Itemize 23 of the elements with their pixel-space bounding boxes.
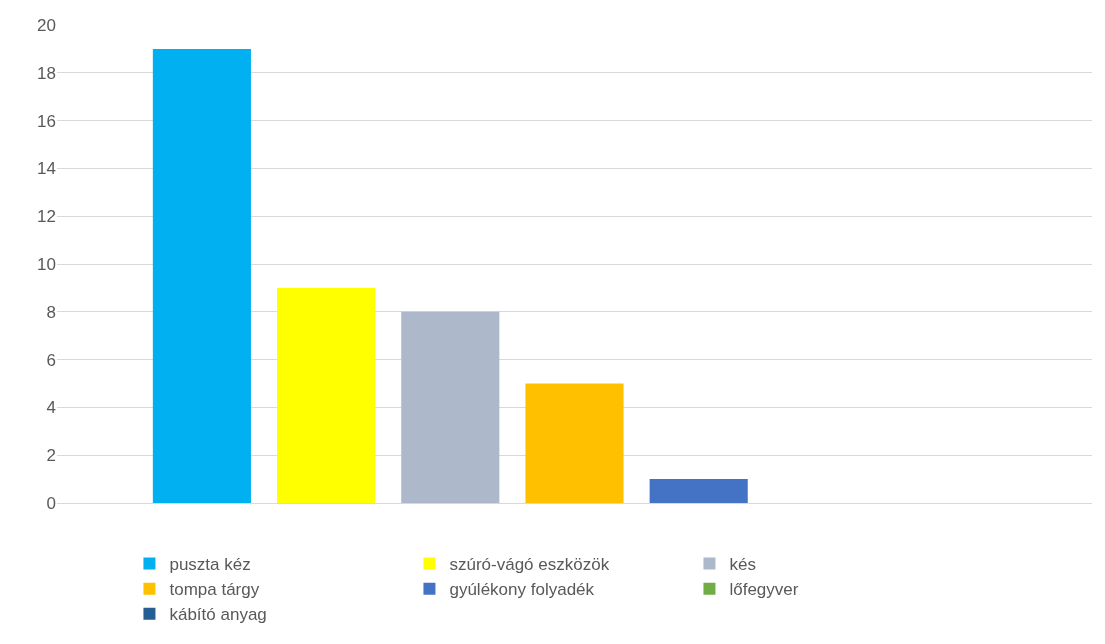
y-tick-label: 10 xyxy=(37,254,56,274)
bar xyxy=(152,48,251,503)
y-tick-label: 6 xyxy=(46,350,56,370)
y-tick-label: 18 xyxy=(37,63,56,83)
bar xyxy=(649,479,748,503)
y-tick-label: 16 xyxy=(37,111,56,131)
y-tick-label: 0 xyxy=(46,493,56,513)
y-tick-label: 8 xyxy=(46,302,56,322)
bar xyxy=(401,311,500,503)
y-tick-label: 4 xyxy=(46,398,56,418)
y-tick-label: 14 xyxy=(37,159,56,179)
bar xyxy=(525,383,624,503)
legend-label: szúró-vágó eszközök xyxy=(449,555,610,575)
legend-label: kés xyxy=(729,555,756,575)
y-tick-label: 20 xyxy=(37,15,56,35)
legend-label: kábító anyag xyxy=(169,605,267,625)
bar xyxy=(277,287,376,503)
legend-label: puszta kéz xyxy=(169,555,251,575)
y-tick-label: 2 xyxy=(46,446,56,466)
legend-label: lőfegyver xyxy=(729,580,799,600)
legend-label: tompa tárgy xyxy=(169,580,260,600)
y-tick-label: 12 xyxy=(37,207,56,227)
legend-label: gyúlékony folyadék xyxy=(449,580,595,600)
